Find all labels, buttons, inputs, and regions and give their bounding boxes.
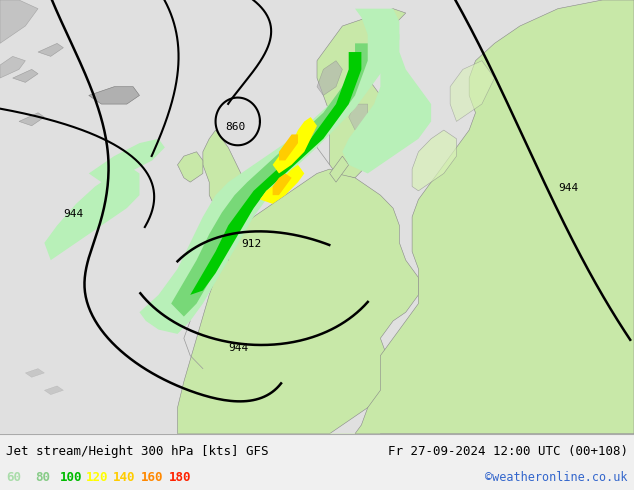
Text: 80: 80 <box>35 471 50 484</box>
Text: 180: 180 <box>169 471 191 484</box>
Text: 860: 860 <box>225 122 245 132</box>
Polygon shape <box>273 173 292 195</box>
Polygon shape <box>349 104 368 130</box>
Polygon shape <box>317 9 406 178</box>
Text: 100: 100 <box>60 471 82 484</box>
Polygon shape <box>190 52 361 295</box>
Polygon shape <box>44 386 63 394</box>
Polygon shape <box>44 165 139 260</box>
Polygon shape <box>260 165 304 204</box>
Polygon shape <box>412 130 456 191</box>
Polygon shape <box>178 169 418 434</box>
Polygon shape <box>273 117 317 173</box>
Polygon shape <box>19 113 44 126</box>
Text: Fr 27-09-2024 12:00 UTC (00+108): Fr 27-09-2024 12:00 UTC (00+108) <box>387 445 628 458</box>
Polygon shape <box>0 56 25 78</box>
Polygon shape <box>38 44 63 56</box>
Polygon shape <box>178 152 203 182</box>
Polygon shape <box>139 9 399 334</box>
Polygon shape <box>450 61 495 122</box>
Polygon shape <box>171 44 368 317</box>
Text: Jet stream/Height 300 hPa [kts] GFS: Jet stream/Height 300 hPa [kts] GFS <box>6 445 269 458</box>
Polygon shape <box>89 139 165 187</box>
Text: 60: 60 <box>6 471 22 484</box>
Text: 120: 120 <box>86 471 108 484</box>
Text: 160: 160 <box>141 471 163 484</box>
Polygon shape <box>355 0 634 434</box>
Polygon shape <box>89 87 139 104</box>
Polygon shape <box>178 434 380 442</box>
Text: 944: 944 <box>63 209 84 219</box>
Polygon shape <box>279 134 298 160</box>
Polygon shape <box>0 0 38 44</box>
Polygon shape <box>13 70 38 82</box>
Text: 912: 912 <box>241 239 261 249</box>
Text: 944: 944 <box>558 183 578 193</box>
Polygon shape <box>342 17 431 173</box>
Polygon shape <box>25 368 44 377</box>
Text: 140: 140 <box>113 471 135 484</box>
Text: ©weatheronline.co.uk: ©weatheronline.co.uk <box>485 471 628 484</box>
Polygon shape <box>317 61 342 96</box>
Polygon shape <box>203 130 241 208</box>
Polygon shape <box>330 156 349 182</box>
Text: 944: 944 <box>228 343 249 353</box>
